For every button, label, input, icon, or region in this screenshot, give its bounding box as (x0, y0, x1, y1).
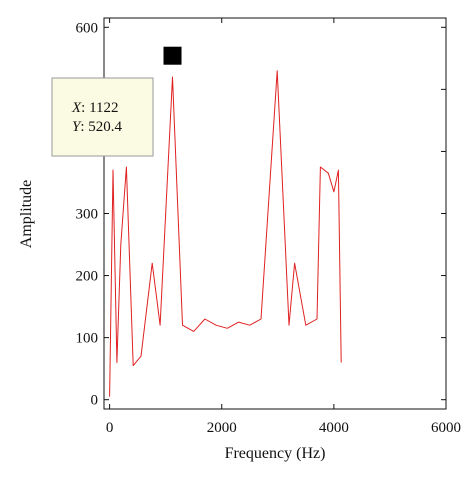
datatip[interactable]: X: 1122 Y: 520.4 (51, 77, 154, 157)
y-tick-label: 300 (76, 207, 99, 223)
datatip-y-text: Y: 520.4 (72, 119, 123, 135)
datatip-y-label: Y (72, 119, 82, 135)
datatip-y-value: : 520.4 (80, 119, 122, 135)
y-tick-label: 200 (76, 269, 99, 285)
x-tick-labels: 0 2000 4000 6000 (106, 420, 461, 436)
y-tick-label: 0 (91, 393, 99, 409)
x-tick-label: 4000 (319, 420, 349, 436)
datatip-x-text: X: 1122 (71, 100, 119, 116)
plot-frame (103, 17, 447, 410)
datatip-x-value: : 1122 (81, 100, 118, 116)
datatip-box (51, 77, 154, 157)
y-axis-label: Amplitude (18, 180, 35, 248)
datatip-marker[interactable] (163, 46, 182, 65)
y-tick-label: 600 (76, 20, 99, 36)
datatip-x-label: X (71, 100, 82, 116)
x-tick-label: 2000 (207, 420, 237, 436)
x-axis-label: Frequency (Hz) (225, 445, 326, 462)
x-tick-label: 6000 (431, 420, 461, 436)
x-tick-label: 0 (106, 420, 114, 436)
y-tick-label: 100 (76, 331, 99, 347)
signal-layer (109, 70, 342, 397)
signal-line (109, 70, 342, 397)
